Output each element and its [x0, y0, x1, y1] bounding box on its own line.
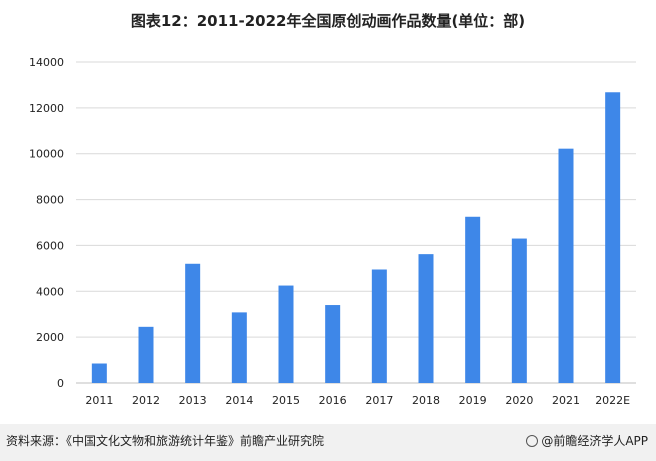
- x-tick-label: 2018: [412, 394, 440, 407]
- footer: 资料来源：《中国文化文物和旅游统计年鉴》前瞻产业研究院 @前瞻经济学人APP: [0, 424, 656, 461]
- x-tick-label: 2012: [132, 394, 160, 407]
- x-tick-label: 2017: [365, 394, 393, 407]
- bar-2017: [371, 269, 387, 383]
- x-tick-label: 2013: [179, 394, 207, 407]
- y-tick-label: 12000: [29, 102, 64, 115]
- bar-2014: [231, 312, 247, 383]
- y-tick-label: 0: [57, 377, 64, 390]
- brand-credit: @前瞻经济学人APP: [526, 432, 648, 449]
- bar-2012: [138, 326, 154, 383]
- chart-title: 图表12：2011-2022年全国原创动画作品数量(单位：部): [130, 12, 526, 30]
- source-note: 资料来源：《中国文化文物和旅游统计年鉴》前瞻产业研究院: [6, 434, 325, 448]
- bar-2019: [465, 216, 481, 383]
- bar-2018: [418, 254, 434, 383]
- y-tick-label: 14000: [29, 56, 64, 69]
- y-tick-label: 2000: [36, 331, 64, 344]
- gridlines: [76, 61, 636, 384]
- bar-2021: [558, 148, 574, 383]
- x-tick-label: 2011: [85, 394, 113, 407]
- bar-2015: [278, 285, 294, 383]
- y-tick-label: 10000: [29, 148, 64, 161]
- bars: [91, 92, 621, 383]
- x-tick-label: 2021: [552, 394, 580, 407]
- y-tick-label: 8000: [36, 194, 64, 207]
- x-tick-label: 2020: [505, 394, 533, 407]
- x-tick-label: 2022E: [595, 394, 630, 407]
- bar-2022E: [605, 92, 621, 383]
- brand-logo-icon: [526, 434, 539, 447]
- x-axis-ticks: 2011 2012 2013 2014 2015 2016 2017 2018 2019 2020…: [85, 394, 630, 407]
- bar-2020: [511, 238, 527, 383]
- brand-label: @前瞻经济学人APP: [541, 434, 648, 448]
- y-axis-ticks: 0 2000 4000 6000 8000 10000 12000 14000: [29, 56, 64, 390]
- bar-2011: [91, 363, 107, 383]
- y-tick-label: 4000: [36, 285, 64, 298]
- y-tick-label: 6000: [36, 239, 64, 252]
- x-tick-label: 2014: [225, 394, 253, 407]
- x-tick-label: 2015: [272, 394, 300, 407]
- x-tick-label: 2019: [459, 394, 487, 407]
- bar-2013: [185, 263, 201, 383]
- x-tick-label: 2016: [319, 394, 347, 407]
- bar-2016: [325, 305, 341, 383]
